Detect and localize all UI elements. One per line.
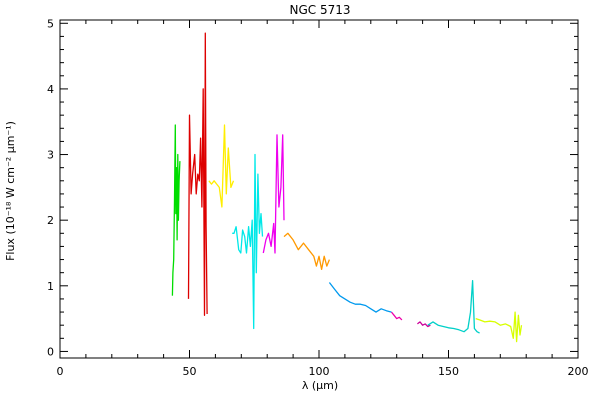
x-tick-label: 100 [309, 365, 330, 378]
x-axis-label: λ (μm) [302, 379, 338, 392]
x-tick-label: 150 [438, 365, 459, 378]
y-tick-label: 4 [47, 83, 54, 96]
chart-title: NGC 5713 [289, 3, 350, 17]
series-line-1 [171, 124, 181, 296]
series-line-7 [328, 282, 392, 313]
y-tick-label: 1 [47, 280, 54, 293]
series-line-5 [262, 134, 285, 254]
series-line-10 [427, 279, 480, 334]
series-line-3 [208, 124, 235, 208]
plot-frame [59, 19, 579, 359]
series-line-2 [187, 32, 208, 316]
axis-ticks: 0 50 100 150 200 0 1 2 3 4 5 [47, 17, 589, 378]
series-line-8 [390, 311, 403, 321]
y-tick-label: 2 [47, 214, 54, 227]
series-line-6 [283, 232, 331, 271]
spectrum-series [171, 32, 523, 343]
y-tick-label: 3 [47, 149, 54, 162]
x-tick-label: 0 [57, 365, 64, 378]
x-tick-label: 200 [568, 365, 589, 378]
y-axis-label: Flux (10⁻¹⁸ W cm⁻² μm⁻¹) [4, 121, 17, 261]
y-tick-label: 5 [47, 17, 54, 30]
series-line-11 [475, 311, 523, 343]
y-tick-label: 0 [47, 345, 54, 358]
x-tick-label: 50 [183, 365, 197, 378]
series-line-4 [232, 153, 264, 330]
series-line-9 [417, 321, 431, 328]
